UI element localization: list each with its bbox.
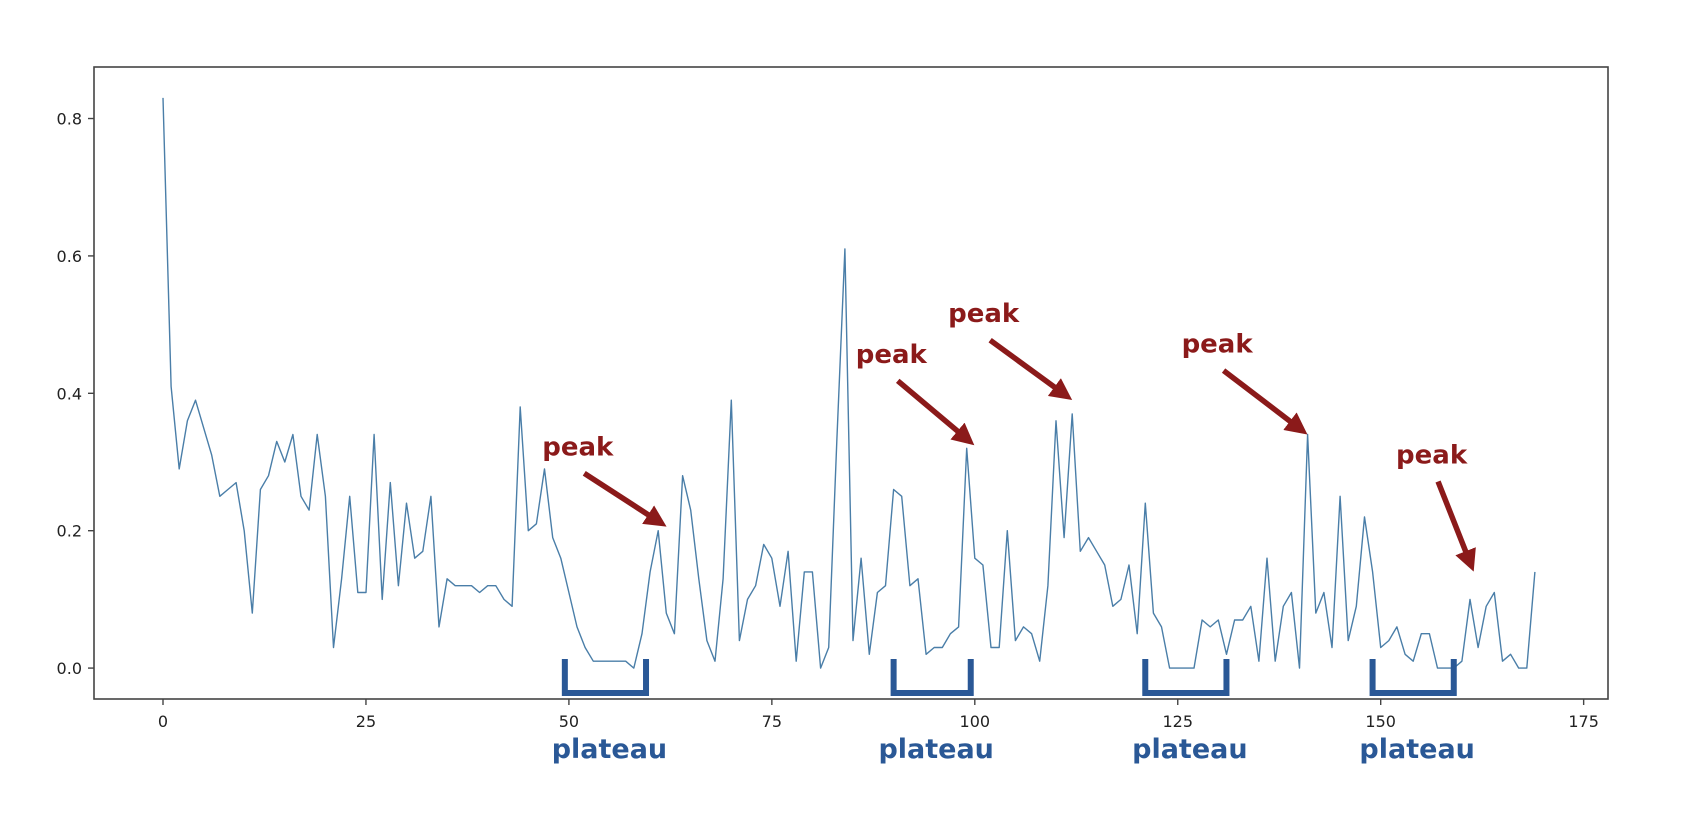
peak-label: peak <box>856 340 928 370</box>
y-tick-label: 0.0 <box>57 659 82 678</box>
x-tick-label: 25 <box>356 712 376 731</box>
peak-arrow <box>1435 480 1476 572</box>
plateau-bracket <box>890 659 974 696</box>
series-layer <box>162 97 1536 669</box>
plateau-label: plateau <box>878 734 993 765</box>
x-tick-label: 0 <box>158 712 168 731</box>
plateau-label: plateau <box>1359 734 1474 765</box>
x-tick-label: 175 <box>1568 712 1599 731</box>
plot-border <box>93 66 1609 700</box>
peak-label: peak <box>948 299 1020 329</box>
series-line <box>162 97 1536 669</box>
plot-frame <box>93 66 1609 700</box>
peak-label: peak <box>1396 440 1468 470</box>
peak-label: peak <box>1182 330 1254 360</box>
x-axis: 0 25 50 75 100 125 150 175 <box>158 699 1599 731</box>
x-tick-label: 75 <box>762 712 782 731</box>
y-axis: 0.0 0.2 0.4 0.6 0.8 <box>57 110 94 678</box>
peak-arrow <box>582 470 667 527</box>
peak-arrow <box>1221 368 1308 435</box>
plateau-bracket <box>561 659 650 696</box>
plateau-label: plateau <box>552 734 667 765</box>
x-tick-label: 100 <box>960 712 991 731</box>
x-tick-label: 125 <box>1162 712 1193 731</box>
x-tick-label: 150 <box>1365 712 1396 731</box>
plateau-label: plateau <box>1132 734 1247 765</box>
plateau-bracket <box>1142 659 1230 696</box>
annotation-layer: peak peak peak peak peak plateau plateau platea… <box>542 299 1476 765</box>
y-tick-label: 0.4 <box>57 384 82 403</box>
y-tick-label: 0.8 <box>57 110 82 129</box>
y-tick-label: 0.6 <box>57 247 82 266</box>
peak-label: peak <box>542 432 614 462</box>
x-tick-label: 50 <box>559 712 579 731</box>
plateau-bracket <box>1369 659 1457 696</box>
peak-arrow <box>895 378 975 446</box>
peak-arrow <box>988 337 1073 401</box>
y-tick-label: 0.2 <box>57 522 82 541</box>
